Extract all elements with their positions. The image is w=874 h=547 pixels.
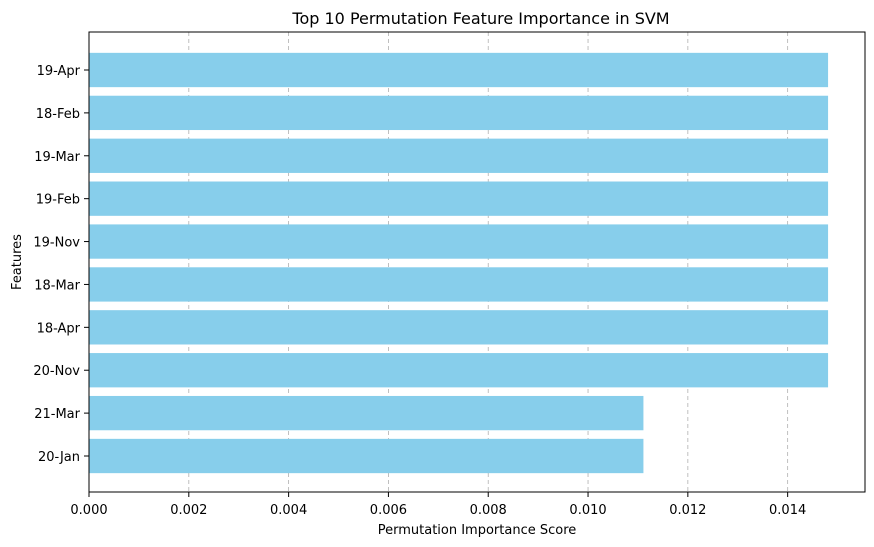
y-tick-label: 19-Apr	[37, 64, 81, 79]
bar	[89, 181, 829, 216]
bar	[89, 52, 829, 88]
y-tick-label: 20-Nov	[33, 364, 80, 379]
y-tick-label: 19-Feb	[36, 193, 80, 208]
y-tick-label: 18-Apr	[37, 321, 81, 336]
plot-frame	[88, 31, 866, 493]
bar	[89, 267, 829, 302]
y-tick-label: 18-Mar	[34, 278, 80, 293]
bar	[89, 138, 829, 173]
x-tick-label: 0.006	[370, 503, 407, 518]
y-tick-label: 20-Jan	[38, 450, 80, 465]
x-tick-label: 0.012	[669, 503, 706, 518]
bar	[89, 353, 829, 388]
x-axis-ticks: 0.000 0.002 0.004 0.006 0.008 0.010 0.012 0.014	[70, 492, 806, 518]
x-tick-label: 0.002	[170, 503, 207, 518]
bar	[89, 395, 644, 431]
x-tick-label: 0.014	[769, 503, 806, 518]
bar	[89, 438, 644, 474]
bars	[89, 52, 829, 474]
y-tick-label: 18-Feb	[36, 107, 80, 122]
x-tick-label: 0.004	[270, 503, 307, 518]
x-tick-label: 0.010	[569, 503, 606, 518]
bar	[89, 310, 829, 345]
y-axis-ticks: 19-Apr 18-Feb 19-Mar 19-Feb 19-Nov 18-Mar 18-A…	[33, 64, 89, 465]
y-tick-label: 19-Nov	[33, 236, 80, 251]
x-tick-label: 0.000	[70, 503, 107, 518]
bar	[89, 95, 829, 131]
y-tick-label: 21-Mar	[34, 407, 80, 422]
x-axis-label: Permutation Importance Score	[378, 523, 577, 538]
bar	[89, 224, 829, 259]
y-axis-label: Features	[10, 234, 25, 290]
y-tick-label: 19-Mar	[34, 150, 80, 165]
chart-title: Top 10 Permutation Feature Importance in…	[291, 9, 669, 28]
x-tick-label: 0.008	[470, 503, 507, 518]
